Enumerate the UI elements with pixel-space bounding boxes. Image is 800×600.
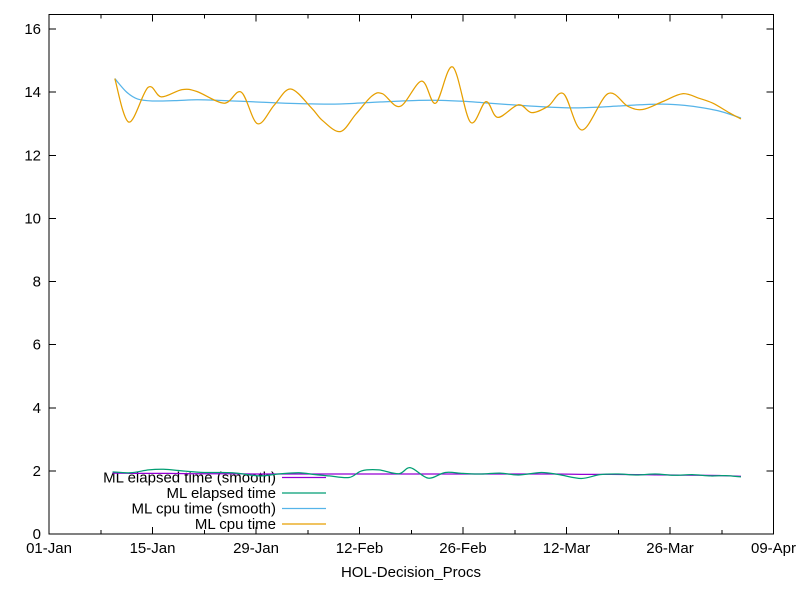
y-tick-label: 0 [33, 526, 41, 543]
series-line-ml-cpu-time-smooth [114, 78, 742, 119]
y-tick-label: 14 [24, 84, 41, 101]
x-tick-label: 01-Jan [26, 540, 72, 557]
x-tick-label: 12-Mar [543, 540, 591, 557]
legend-label: ML cpu time [195, 516, 276, 533]
x-tick-label: 29-Jan [233, 540, 279, 557]
y-tick-label: 12 [24, 147, 41, 164]
x-tick-label: 15-Jan [130, 540, 176, 557]
legend-label: ML elapsed time [167, 485, 277, 502]
series-line-ml-cpu-time [114, 66, 742, 133]
legend-entry: ML cpu time (smooth) [132, 501, 326, 518]
series-line-ml-elapsed-time [112, 467, 742, 480]
y-tick-label: 6 [33, 337, 41, 354]
chart-legend: ML elapsed time (smooth)ML elapsed timeM… [103, 470, 326, 533]
x-tick-label: 26-Mar [646, 540, 694, 557]
y-tick-label: 2 [33, 463, 41, 480]
legend-entry: ML elapsed time [167, 485, 326, 502]
x-tick-label: 09-Apr [751, 540, 796, 557]
legend-label: ML cpu time (smooth) [132, 501, 277, 518]
legend-entry: ML cpu time [195, 516, 326, 533]
x-axis-label: HOL-Decision_Procs [341, 564, 481, 581]
y-tick-label: 16 [24, 21, 41, 38]
chart-axes: 01-Jan 15-Jan 29-Jan 12-Feb 26-Feb 12-Mar 26-M… [24, 14, 796, 557]
y-tick-label: 10 [24, 210, 41, 227]
x-tick-label: 26-Feb [439, 540, 487, 557]
chart-series [112, 66, 742, 480]
x-tick-label: 12-Feb [336, 540, 384, 557]
y-tick-label: 8 [33, 274, 41, 291]
y-tick-label: 4 [33, 400, 41, 417]
